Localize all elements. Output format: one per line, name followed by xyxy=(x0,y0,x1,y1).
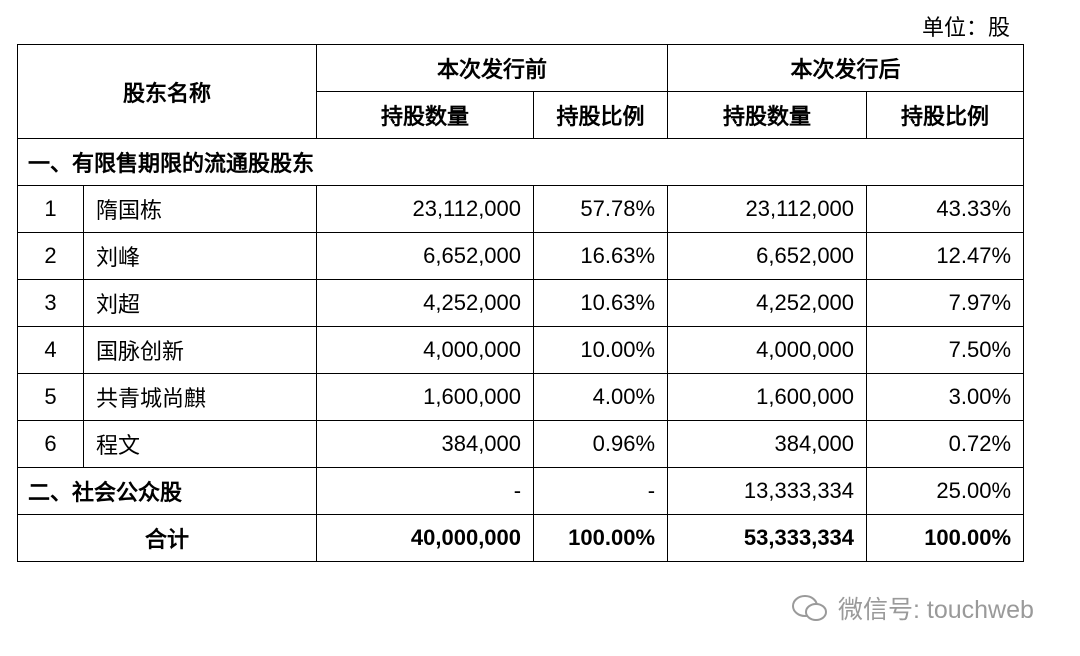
table-cell: 0.96% xyxy=(533,420,669,468)
table-cell: 23,112,000 xyxy=(316,185,535,233)
table-cell: 隋国栋 xyxy=(82,185,318,233)
table-cell: 4,000,000 xyxy=(316,326,535,374)
table-cell: 4,252,000 xyxy=(667,279,868,327)
total-row: 合计 40,000,000 100.00% 53,333,334 100.00% xyxy=(16,514,1025,562)
table-cell: 6 xyxy=(17,420,84,468)
data-row: 1 隋国栋 23,112,000 57.78% 23,112,000 43.33% xyxy=(17,185,1025,233)
table-cell: 0.72% xyxy=(866,420,1025,468)
table-cell: 10.63% xyxy=(533,279,669,327)
table-cell: 12.47% xyxy=(866,232,1025,280)
table-cell: 4,252,000 xyxy=(316,279,535,327)
watermark-text: 微信号: touchweb xyxy=(838,596,1034,624)
table-cell: 25.00% xyxy=(866,467,1025,515)
table-cell: 100.00% xyxy=(866,514,1025,562)
data-row: 4 国脉创新 4,000,000 10.00% 4,000,000 7.50% xyxy=(17,326,1025,374)
table-cell: 合计 xyxy=(16,514,318,562)
table-cell: 2 xyxy=(17,232,84,280)
table-cell: - xyxy=(533,467,669,515)
table-cell: 持股比例 xyxy=(533,91,669,139)
section-row: 一、有限售期限的流通股股东 xyxy=(16,138,1025,186)
wechat-icon xyxy=(792,595,827,621)
table-cell: 13,333,334 xyxy=(667,467,868,515)
header-row: 股东名称 本次发行前 本次发行后 xyxy=(16,44,1025,139)
table-cell: 1,600,000 xyxy=(316,373,535,421)
data-row: 3 刘超 4,252,000 10.63% 4,252,000 7.97% xyxy=(17,279,1025,327)
table-cell: 刘峰 xyxy=(82,232,318,280)
data-row: 5 共青城尚麒 1,600,000 4.00% 1,600,000 3.00% xyxy=(17,373,1025,421)
table-cell: 100.00% xyxy=(533,514,669,562)
public-row: 二、社会公众股 - -13,333,334 25.00% xyxy=(16,467,1025,515)
header-cell: 股东名称 xyxy=(16,44,318,139)
table-cell: 共青城尚麒 xyxy=(82,373,318,421)
table-cell: 40,000,000 xyxy=(316,514,535,562)
data-row: 6 程文 384,000 0.96% 384,000 0.72% xyxy=(17,420,1025,468)
table-cell: 5 xyxy=(17,373,84,421)
table-cell: 7.50% xyxy=(866,326,1025,374)
table-cell: 刘超 xyxy=(82,279,318,327)
table-cell: 1 xyxy=(17,185,84,233)
table-cell: 6,652,000 xyxy=(667,232,868,280)
table-cell: 384,000 xyxy=(316,420,535,468)
table-cell: 384,000 xyxy=(667,420,868,468)
unit-label: 单位：股 xyxy=(921,15,1010,40)
table-cell: 持股数量 xyxy=(667,91,868,139)
table-cell: 二、社会公众股 xyxy=(16,467,318,515)
header-cell: 本次发行前 xyxy=(316,44,669,92)
table-cell: 3 xyxy=(17,279,84,327)
table-cell: 23,112,000 xyxy=(667,185,868,233)
table-cell: 持股比例 xyxy=(866,91,1025,139)
table-cell: 43.33% xyxy=(866,185,1025,233)
table-body: 股东名称 本次发行前 本次发行后 持股数量 持股比例 持股数量 持股比例 一、有限售期… xyxy=(16,44,1025,562)
table-cell: 10.00% xyxy=(533,326,669,374)
table-cell: 程文 xyxy=(82,420,318,468)
shareholder-table: 股东名称 本次发行前 本次发行后 持股数量 持股比例 持股数量 持股比例 一、有限售期… xyxy=(16,44,1025,562)
table-cell: 4.00% xyxy=(533,373,669,421)
table-cell: 4 xyxy=(17,326,84,374)
table-cell: 7.97% xyxy=(866,279,1025,327)
watermark: 微信号: touchweb xyxy=(790,590,1034,626)
table-cell: 1,600,000 xyxy=(667,373,868,421)
section-cell: 一、有限售期限的流通股股东 xyxy=(16,138,1025,186)
table-cell: 6,652,000 xyxy=(316,232,535,280)
table-cell: 53,333,334 xyxy=(667,514,868,562)
table-cell: 16.63% xyxy=(533,232,669,280)
data-row: 2 刘峰 6,652,000 16.63% 6,652,000 12.47% xyxy=(17,232,1025,280)
header-cell: 本次发行后 xyxy=(667,44,1025,92)
table-cell: 持股数量 xyxy=(316,91,535,139)
table-cell: 国脉创新 xyxy=(82,326,318,374)
table-cell: 57.78% xyxy=(533,185,669,233)
table-cell: - xyxy=(316,467,535,515)
table-cell: 4,000,000 xyxy=(667,326,868,374)
table-cell: 3.00% xyxy=(866,373,1025,421)
